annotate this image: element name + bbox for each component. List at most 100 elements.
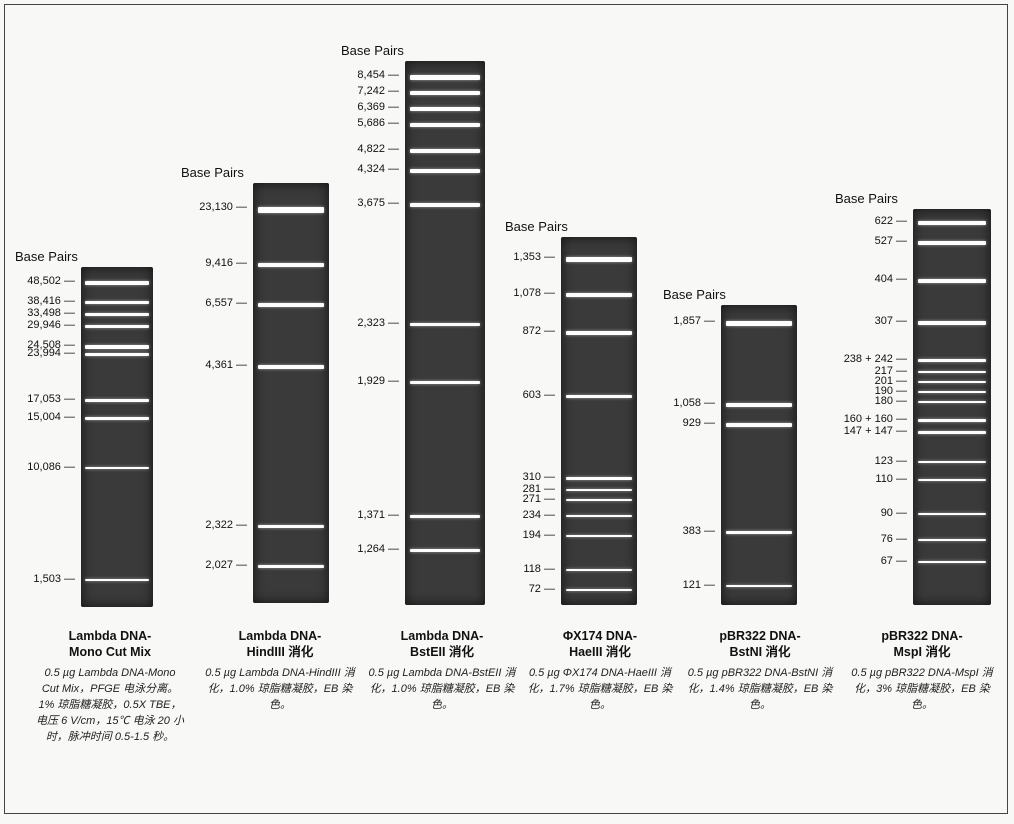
gel-band (566, 331, 633, 335)
bp-label: 1,857 (673, 315, 715, 327)
bp-label: 8,454 (357, 69, 399, 81)
gel-band (918, 391, 987, 393)
caption-desc: 0.5 µg pBR322 DNA-BstNI 消化，1.4% 琼脂糖凝胶，EB… (685, 666, 835, 714)
bp-label: 29,946 (27, 319, 75, 331)
caption-desc: 0.5 µg Lambda DNA-Mono Cut Mix，PFGE 电泳分离… (35, 666, 185, 746)
bp-header: Base Pairs (663, 287, 726, 302)
gel-band (918, 479, 987, 481)
gel-band (918, 401, 987, 403)
caption-desc: 0.5 µg pBR322 DNA-MspI 消化，3% 琼脂糖凝胶，EB 染色… (847, 666, 997, 714)
gel-band (918, 419, 987, 422)
bp-label: 160 + 160 (844, 413, 907, 425)
gel-band (410, 169, 480, 173)
caption-title: pBR322 DNA-BstNI 消化 (685, 629, 835, 660)
bp-label: 2,322 (205, 519, 247, 531)
gel-band (85, 325, 148, 328)
gel-band (410, 203, 480, 207)
gel-band (566, 515, 633, 517)
caption-desc: 0.5 µg Lambda DNA-HindIII 消化，1.0% 琼脂糖凝胶，… (205, 666, 355, 714)
bp-label: 4,324 (357, 163, 399, 175)
bp-label: 603 (523, 389, 555, 401)
gel-band (918, 221, 987, 225)
caption-title: ΦX174 DNA-HaeIII 消化 (525, 629, 675, 660)
bp-label: 194 (523, 529, 555, 541)
bp-label: 1,264 (357, 543, 399, 555)
gel-band (566, 293, 633, 297)
gel-band (410, 323, 480, 326)
caption-desc: 0.5 µg Lambda DNA-BstEII 消化，1.0% 琼脂糖凝胶，E… (367, 666, 517, 714)
gel-lane (721, 305, 797, 605)
gel-band (85, 313, 148, 316)
bp-label: 383 (683, 525, 715, 537)
caption-title: Lambda DNA-Mono Cut Mix (35, 629, 185, 660)
gel-band (918, 461, 987, 463)
bp-label: 1,058 (673, 397, 715, 409)
gel-band (85, 281, 148, 285)
bp-label: 271 (523, 493, 555, 505)
gel-band (566, 257, 633, 262)
caption-title: Lambda DNA-BstEII 消化 (367, 629, 517, 660)
bp-header: Base Pairs (181, 165, 244, 180)
bp-label: 76 (881, 533, 907, 545)
gel-band (258, 565, 325, 568)
gel-band (726, 585, 793, 587)
gel-lane (913, 209, 991, 605)
bp-label: 90 (881, 507, 907, 519)
gel-band (85, 579, 148, 581)
bp-label: 121 (683, 579, 715, 591)
gel-band (918, 513, 987, 515)
bp-label: 123 (875, 455, 907, 467)
bp-label: 1,503 (33, 573, 75, 585)
bp-label: 23,130 (199, 201, 247, 213)
bp-label: 6,557 (205, 297, 247, 309)
gel-band (410, 123, 480, 127)
gel-band (726, 423, 793, 427)
gel-band (410, 549, 480, 552)
bp-label: 3,675 (357, 197, 399, 209)
gel-band (918, 359, 987, 362)
gel-band (566, 589, 633, 591)
ladder-caption: Lambda DNA-Mono Cut Mix 0.5 µg Lambda DNA… (35, 629, 185, 746)
gel-band (918, 561, 987, 563)
bp-label: 1,353 (513, 251, 555, 263)
bp-label: 9,416 (205, 257, 247, 269)
bp-header: Base Pairs (15, 249, 78, 264)
gel-band (918, 431, 987, 434)
bp-label: 1,371 (357, 509, 399, 521)
caption-title: Lambda DNA-HindIII 消化 (205, 629, 355, 660)
gel-lane (405, 61, 485, 605)
gel-band (410, 515, 480, 518)
gel-lane (81, 267, 153, 607)
gel-band (85, 353, 148, 356)
gel-band (918, 381, 987, 383)
gel-band (918, 279, 987, 283)
bp-label: 7,242 (357, 85, 399, 97)
gel-band (918, 539, 987, 541)
caption-desc: 0.5 µg ΦX174 DNA-HaeIII 消化，1.7% 琼脂糖凝胶，EB… (525, 666, 675, 714)
bp-header: Base Pairs (835, 191, 898, 206)
bp-label: 622 (875, 215, 907, 227)
gel-band (566, 395, 633, 398)
bp-label: 238 + 242 (844, 353, 907, 365)
gel-band (918, 241, 987, 245)
bp-label: 67 (881, 555, 907, 567)
bp-label: 4,822 (357, 143, 399, 155)
gel-band (258, 263, 325, 267)
gel-band (566, 477, 633, 480)
gel-band (726, 403, 793, 407)
bp-label: 2,323 (357, 317, 399, 329)
gel-band (410, 91, 480, 95)
gel-band (410, 107, 480, 111)
ladder-caption: ΦX174 DNA-HaeIII 消化 0.5 µg ΦX174 DNA-HaeI… (525, 629, 675, 714)
bp-label: 15,004 (27, 411, 75, 423)
gel-band (918, 321, 987, 325)
ladder-caption: pBR322 DNA-MspI 消化0.5 µg pBR322 DNA-MspI… (847, 629, 997, 714)
bp-label: 110 (875, 473, 907, 485)
bp-label: 33,498 (27, 307, 75, 319)
gel-band (410, 75, 480, 80)
gel-band (258, 303, 325, 307)
bp-label: 38,416 (27, 295, 75, 307)
bp-label: 310 (523, 471, 555, 483)
bp-label: 23,994 (27, 347, 75, 359)
bp-label: 17,053 (27, 393, 75, 405)
